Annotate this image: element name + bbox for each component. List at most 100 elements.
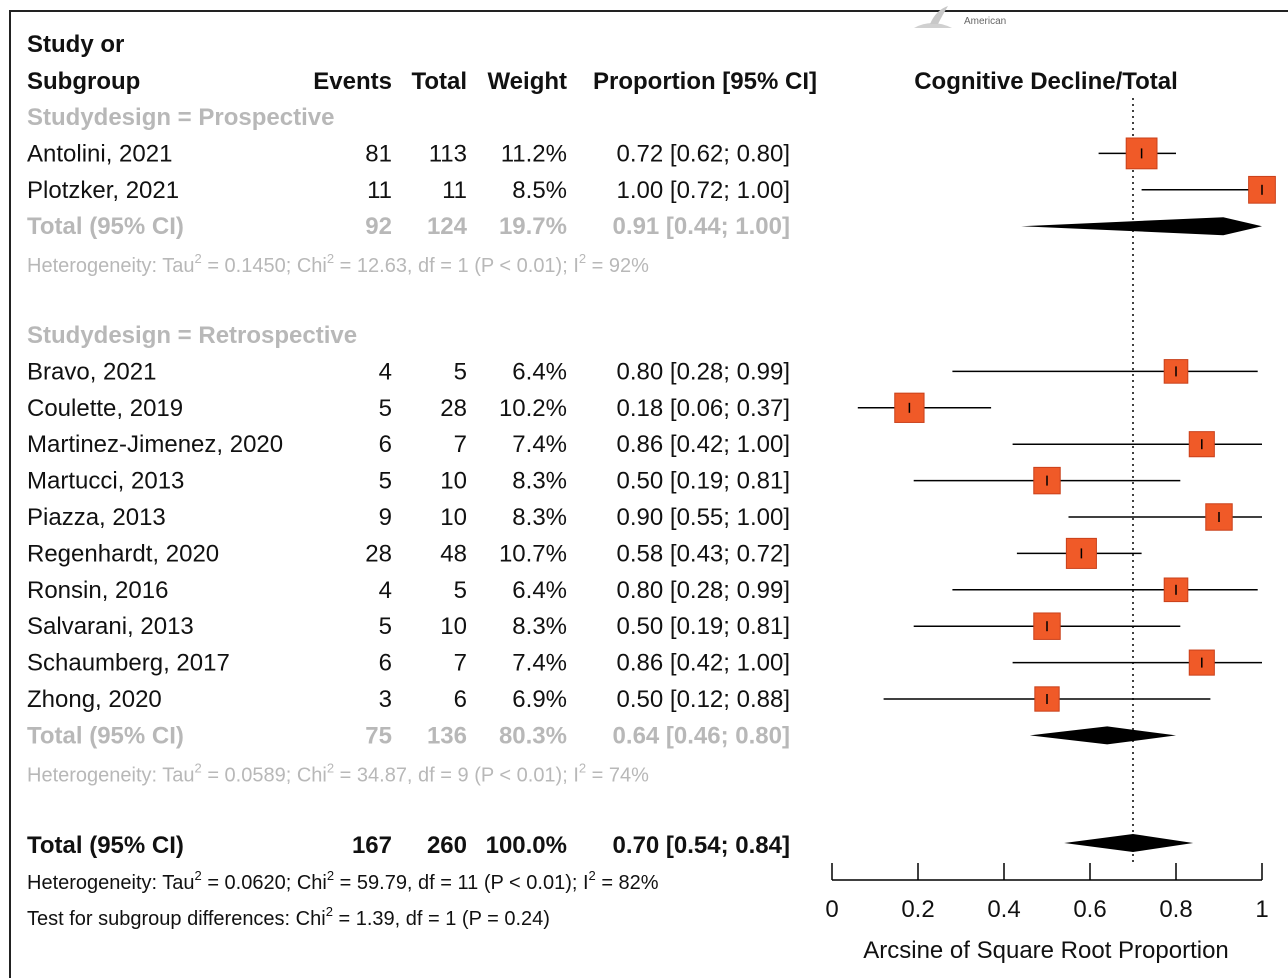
overall-total-ci: 0.70 [0.54; 0.84] [613, 832, 790, 859]
study-row-ci: 0.18 [0.06; 0.37] [617, 395, 790, 422]
study-row-name: Zhong, 2020 [27, 686, 162, 713]
group-total-0-weight: 19.7% [499, 213, 567, 240]
study-row-total: 7 [454, 650, 467, 677]
group-total-1-ci: 0.64 [0.46; 0.80] [613, 722, 790, 749]
group-heterogeneity-1: Heterogeneity: Tau2 = 0.0589; Chi2 = 34.… [27, 760, 649, 786]
study-row-total: 5 [454, 358, 467, 385]
header-proportion: Proportion [95% CI] [593, 68, 817, 95]
study-row-events: 4 [379, 358, 392, 385]
overall-total-name: Total (95% CI) [27, 832, 184, 859]
group-total-0-total: 124 [427, 213, 468, 240]
study-row-events: 6 [379, 431, 392, 458]
study-row-name: Schaumberg, 2017 [27, 650, 230, 677]
subgroup-test: Test for subgroup differences: Chi2 = 1.… [27, 904, 550, 930]
study-row-events: 81 [365, 140, 392, 167]
study-row-weight: 7.4% [512, 431, 567, 458]
group-0-diamond [1021, 217, 1262, 236]
study-row-ci: 0.72 [0.62; 0.80] [617, 140, 790, 167]
group-total-1-events: 75 [365, 722, 392, 749]
study-row-name: Plotzker, 2021 [27, 177, 179, 204]
study-row-ci: 0.80 [0.28; 0.99] [617, 577, 790, 604]
group-total-1-name: Total (95% CI) [27, 722, 184, 749]
study-row-weight: 6.4% [512, 358, 567, 385]
study-row-ci: 1.00 [0.72; 1.00] [617, 177, 790, 204]
study-row-name: Piazza, 2013 [27, 504, 166, 531]
group-total-1-total: 136 [427, 722, 467, 749]
study-row-name: Antolini, 2021 [27, 140, 172, 167]
study-row-total: 7 [454, 431, 467, 458]
study-row-total: 113 [429, 140, 467, 167]
study-row-ci: 0.50 [0.19; 0.81] [617, 468, 790, 495]
study-row-events: 4 [379, 577, 392, 604]
group-total-0-ci: 0.91 [0.44; 1.00] [613, 213, 790, 240]
study-row-events: 6 [379, 650, 392, 677]
study-row-name: Ronsin, 2016 [27, 577, 168, 604]
x-tick-label-5: 1 [1255, 896, 1268, 923]
study-row-ci: 0.50 [0.19; 0.81] [617, 613, 790, 640]
study-row-total: 10 [440, 468, 467, 495]
header-events: Events [313, 68, 392, 95]
study-row-events: 3 [379, 686, 392, 713]
study-row-events: 28 [365, 540, 392, 567]
header-plot-title: Cognitive Decline/Total [914, 68, 1178, 95]
study-row-ci: 0.86 [0.42; 1.00] [617, 650, 790, 677]
study-row-ci: 0.50 [0.12; 0.88] [617, 686, 790, 713]
study-row-ci: 0.90 [0.55; 1.00] [617, 504, 790, 531]
study-row-total: 11 [442, 177, 467, 204]
study-row-total: 10 [440, 613, 467, 640]
study-row-total: 28 [440, 395, 467, 422]
overall-total-weight: 100.0% [486, 832, 567, 859]
logo-wave [914, 23, 952, 28]
study-row-total: 6 [454, 686, 467, 713]
group-heterogeneity-0: Heterogeneity: Tau2 = 0.1450; Chi2 = 12.… [27, 251, 649, 277]
study-row-weight: 8.3% [512, 468, 567, 495]
x-tick-label-1: 0.2 [901, 896, 934, 923]
overall-total-events: 167 [352, 832, 392, 859]
study-row-weight: 8.3% [512, 504, 567, 531]
study-row-name: Martinez-Jimenez, 2020 [27, 431, 283, 458]
x-axis-label: Arcsine of Square Root Proportion [863, 937, 1229, 964]
overall-diamond [1064, 834, 1194, 852]
study-row-name: Bravo, 2021 [27, 358, 156, 385]
header-subgroup: Subgroup [27, 68, 140, 95]
figure-frame [9, 10, 1288, 978]
x-tick-label-4: 0.8 [1159, 896, 1192, 923]
study-row-events: 5 [379, 613, 392, 640]
study-row-weight: 6.4% [512, 577, 567, 604]
x-tick-label-3: 0.6 [1073, 896, 1106, 923]
group-total-0-name: Total (95% CI) [27, 213, 184, 240]
study-row-total: 10 [440, 504, 467, 531]
study-row-weight: 6.9% [512, 686, 567, 713]
study-row-events: 9 [379, 504, 392, 531]
group-total-1-weight: 80.3% [499, 722, 567, 749]
study-row-ci: 0.80 [0.28; 0.99] [617, 358, 790, 385]
study-row-weight: 10.2% [499, 395, 567, 422]
study-row-weight: 8.5% [512, 177, 567, 204]
study-row-name: Coulette, 2019 [27, 395, 183, 422]
header-total: Total [411, 68, 467, 95]
study-row-name: Martucci, 2013 [27, 468, 184, 495]
study-row-name: Regenhardt, 2020 [27, 540, 219, 567]
group-label-0: Studydesign = Prospective [27, 104, 334, 131]
study-row-total: 48 [440, 540, 467, 567]
overall-heterogeneity: Heterogeneity: Tau2 = 0.0620; Chi2 = 59.… [27, 868, 659, 894]
study-row-weight: 11.2% [501, 140, 567, 167]
group-label-1: Studydesign = Retrospective [27, 322, 357, 349]
study-row-name: Salvarani, 2013 [27, 613, 194, 640]
logo-leaf [930, 6, 948, 24]
study-row-events: 5 [379, 468, 392, 495]
overall-total-total: 260 [427, 832, 467, 859]
study-row-total: 5 [454, 577, 467, 604]
header-study: Study or [27, 31, 124, 58]
study-row-weight: 8.3% [512, 613, 567, 640]
study-row-weight: 7.4% [512, 650, 567, 677]
logo-text: American [964, 16, 1007, 27]
x-tick-label-0: 0 [825, 896, 838, 923]
publisher-logo [914, 6, 952, 28]
study-row-events: 5 [379, 395, 392, 422]
group-1-diamond [1029, 726, 1176, 745]
study-row-events: 11 [367, 177, 392, 204]
x-tick-label-2: 0.4 [987, 896, 1020, 923]
study-row-ci: 0.86 [0.42; 1.00] [617, 431, 790, 458]
